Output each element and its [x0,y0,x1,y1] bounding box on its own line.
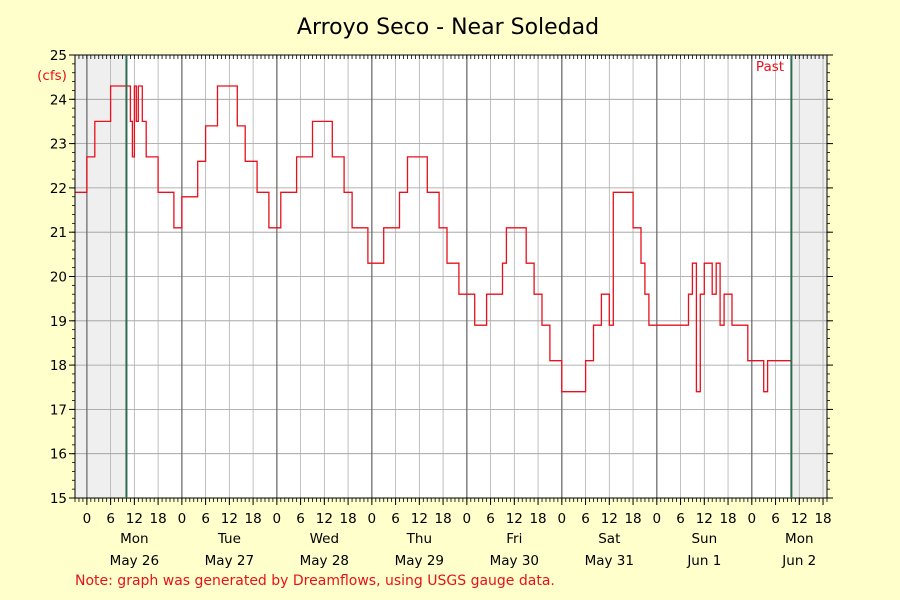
x-tick-label: 12 [411,511,428,527]
y-axis-unit: (cfs) [37,68,67,84]
x-tick-label: 18 [340,511,357,527]
y-tick-label: 17 [50,402,67,418]
y-tick-label: 21 [50,225,67,241]
chart-title: Arroyo Seco - Near Soledad [297,15,599,40]
y-tick-label: 19 [50,314,67,330]
x-tick-label: 12 [506,511,523,527]
x-tick-label: 6 [581,511,590,527]
x-tick-label: 18 [150,511,167,527]
x-tick-label: 12 [221,511,238,527]
day-weekday-label: Sat [598,531,620,547]
x-tick-label: 0 [558,511,567,527]
day-date-label: May 29 [395,553,444,569]
x-tick-label: 12 [696,511,713,527]
data-layer [75,85,793,393]
day-weekday-label: Mon [120,531,148,547]
x-tick-label: 6 [771,511,780,527]
x-tick-label: 6 [106,511,115,527]
day-weekday-label: Tue [217,531,241,547]
series-line [75,85,793,393]
y-tick-label: 22 [50,181,67,197]
x-tick-label: 12 [316,511,333,527]
day-weekday-label: Wed [310,531,339,547]
y-tick-label: 18 [50,358,67,374]
x-tick-label: 18 [245,511,262,527]
x-tick-label: 12 [126,511,143,527]
day-date-label: Jun 1 [686,553,721,569]
y-tick-label: 20 [50,270,67,286]
x-tick-label: 18 [814,511,831,527]
day-date-label: May 26 [110,553,159,569]
x-tick-label: 12 [791,511,808,527]
day-date-label: May 28 [300,553,349,569]
x-tick-label: 0 [83,511,92,527]
day-weekday-label: Mon [785,531,813,547]
x-tick-label: 18 [719,511,736,527]
x-tick-label: 6 [296,511,305,527]
grid [75,54,827,499]
x-tick-label: 0 [368,511,377,527]
day-date-label: May 30 [490,553,539,569]
y-tick-label: 24 [50,92,67,108]
x-tick-label: 0 [178,511,187,527]
x-tick-label: 18 [529,511,546,527]
day-weekday-label: Fri [506,531,522,547]
day-date-label: Jun 2 [781,553,816,569]
x-tick-label: 6 [201,511,210,527]
past-label: Past [756,59,784,75]
footer-note: Note: graph was generated by Dreamflows,… [75,573,555,589]
x-tick-label: 0 [653,511,662,527]
x-tick-label: 0 [748,511,757,527]
day-weekday-label: Thu [406,531,432,547]
x-tick-label: 6 [486,511,495,527]
day-date-label: May 31 [585,553,634,569]
x-tick-label: 0 [463,511,472,527]
day-date-label: May 27 [205,553,254,569]
y-tick-label: 23 [50,137,67,153]
x-tick-label: 0 [273,511,282,527]
x-tick-label: 18 [624,511,641,527]
y-tick-label: 16 [50,447,67,463]
x-tick-label: 6 [391,511,400,527]
x-tick-label: 18 [434,511,451,527]
day-weekday-label: Sun [691,531,717,547]
x-tick-label: 12 [601,511,618,527]
y-tick-label: 15 [50,491,67,507]
y-tick-label: 25 [50,48,67,64]
x-tick-label: 6 [676,511,685,527]
